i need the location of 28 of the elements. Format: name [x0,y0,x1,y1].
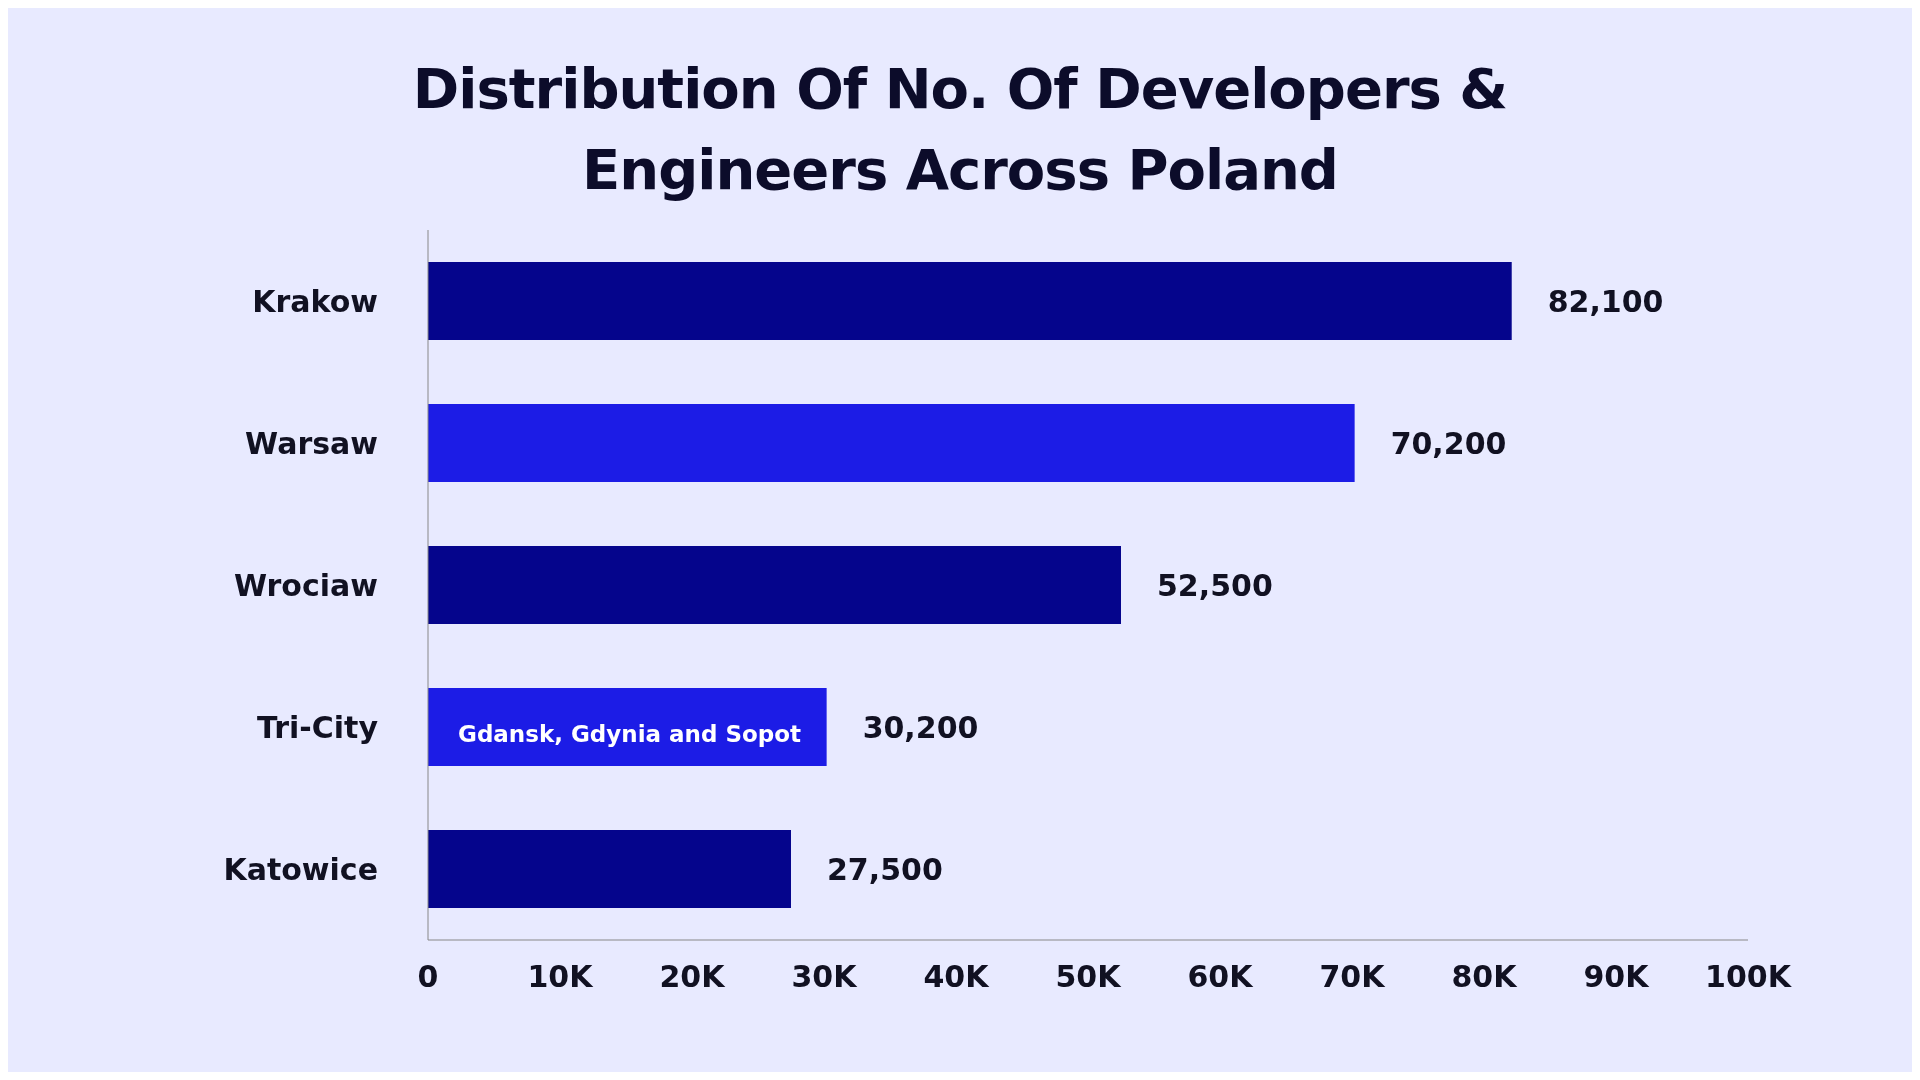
x-tick-label: 60K [1187,959,1255,995]
annotation: Gdansk, Gdynia and Sopot [458,721,802,747]
bar [428,688,827,767]
data-label: 70,200 [1390,426,1507,462]
x-tick-label: 0 [417,959,439,995]
bar [428,830,791,909]
data-label: 82,100 [1547,284,1664,320]
bar [428,262,1512,341]
x-tick-label: 70K [1319,959,1387,995]
data-label: 27,500 [827,852,943,888]
y-tick-label: Wrociaw [234,568,378,604]
y-tick-label: Krakow [252,284,378,320]
y-tick-label: Katowice [223,852,378,888]
x-tick-label: 10K [527,959,595,995]
x-tick-label: 30K [791,959,859,995]
bar [428,404,1355,483]
bar [428,546,1121,625]
x-tick-label: 40K [923,959,991,995]
x-tick-label: 20K [659,959,727,995]
y-tick-label: Tri-City [257,710,379,746]
y-tick-label: Warsaw [245,426,378,462]
x-tick-label: 80K [1451,959,1519,995]
data-label: 52,500 [1157,568,1273,604]
x-tick-label: 90K [1583,959,1651,995]
chart-title: Distribution Of No. Of Developers & Engineers Across Poland [411,55,1509,205]
x-tick-label: 50K [1055,959,1123,995]
x-tick-label: 100K [1705,959,1793,995]
data-label: 30,200 [862,710,979,746]
